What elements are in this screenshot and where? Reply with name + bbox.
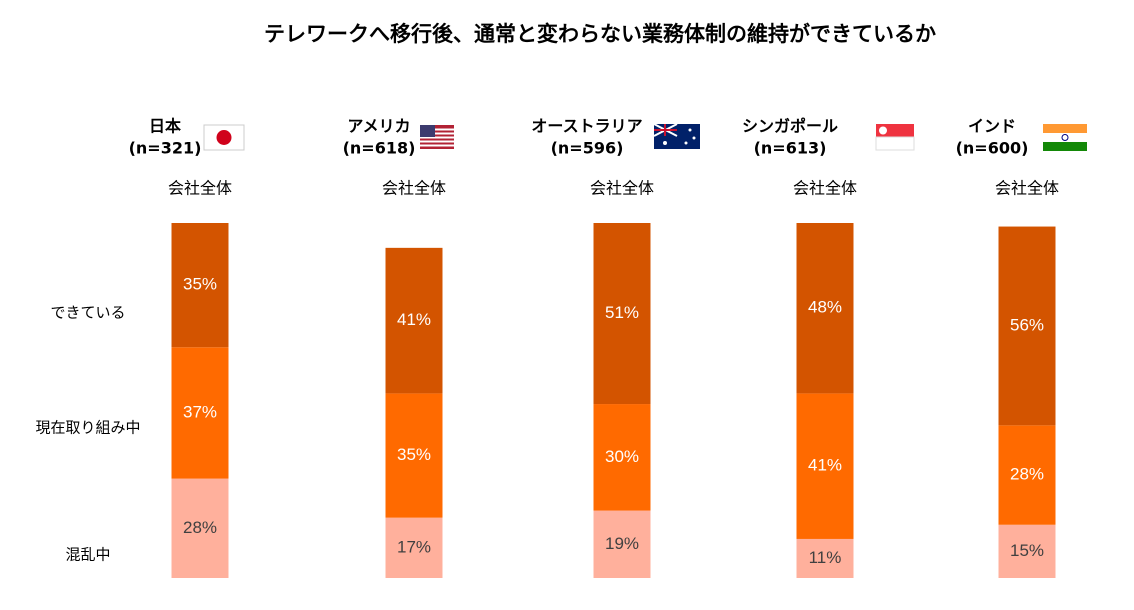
sample-size: (n=321) [129, 139, 202, 158]
flag-singapore [875, 124, 915, 151]
flag-australia [653, 123, 700, 149]
bar-segment [171, 347, 229, 479]
subcategory-label: 会社全体 [382, 179, 446, 198]
bar-segment [171, 223, 229, 348]
sample-size: (n=600) [956, 139, 1029, 158]
bar-segment [171, 478, 229, 578]
flag-japan [203, 124, 245, 151]
subcategory-label: 会社全体 [995, 179, 1059, 198]
bar-segment [593, 510, 651, 578]
bar-segment [385, 517, 443, 578]
value-label: 11% [809, 548, 842, 567]
category-label: アメリカ [347, 117, 410, 136]
value-label: 41% [808, 456, 842, 475]
value-label: 35% [183, 275, 217, 294]
value-label: 19% [605, 534, 639, 553]
value-label: 35% [397, 445, 431, 464]
bar-segment [796, 538, 854, 578]
value-label: 48% [808, 298, 842, 317]
bar-segment [998, 425, 1056, 525]
subcategory-label: 会社全体 [793, 179, 857, 198]
row-label: 現在取り組み中 [35, 419, 140, 437]
value-label: 15% [1010, 541, 1044, 560]
sample-size: (n=618) [343, 139, 416, 158]
chart-title: テレワークへ移行後、通常と変わらない業務体制の維持ができているか [264, 22, 936, 46]
category-label: 日本 [149, 117, 181, 136]
value-label: 51% [605, 303, 639, 322]
category-label: オーストラリア [531, 117, 642, 136]
value-label: 30% [605, 447, 639, 466]
sample-size: (n=596) [551, 139, 624, 158]
row-label: 混乱中 [65, 546, 110, 564]
subcategory-label: 会社全体 [590, 179, 654, 198]
bar-segment [998, 226, 1056, 426]
value-label: 41% [397, 310, 431, 329]
bar-segment [593, 223, 651, 405]
value-label: 17% [397, 537, 431, 556]
category-label: インド [968, 117, 1016, 136]
sample-size: (n=613) [754, 139, 827, 158]
flag-india [1043, 124, 1087, 151]
bar-segment [593, 404, 651, 511]
bar-segment [796, 223, 854, 394]
value-label: 28% [1010, 465, 1044, 484]
subcategory-label: 会社全体 [168, 179, 232, 198]
bar-segment [796, 393, 854, 539]
category-label: シンガポール [742, 117, 838, 136]
value-label: 28% [183, 518, 217, 537]
bar-segment [385, 247, 443, 394]
value-label: 37% [183, 402, 217, 421]
flag-usa [420, 125, 454, 149]
row-label: できている [50, 304, 125, 322]
bar-segment [385, 393, 443, 518]
bar-segment [998, 524, 1056, 578]
value-label: 56% [1010, 315, 1044, 334]
